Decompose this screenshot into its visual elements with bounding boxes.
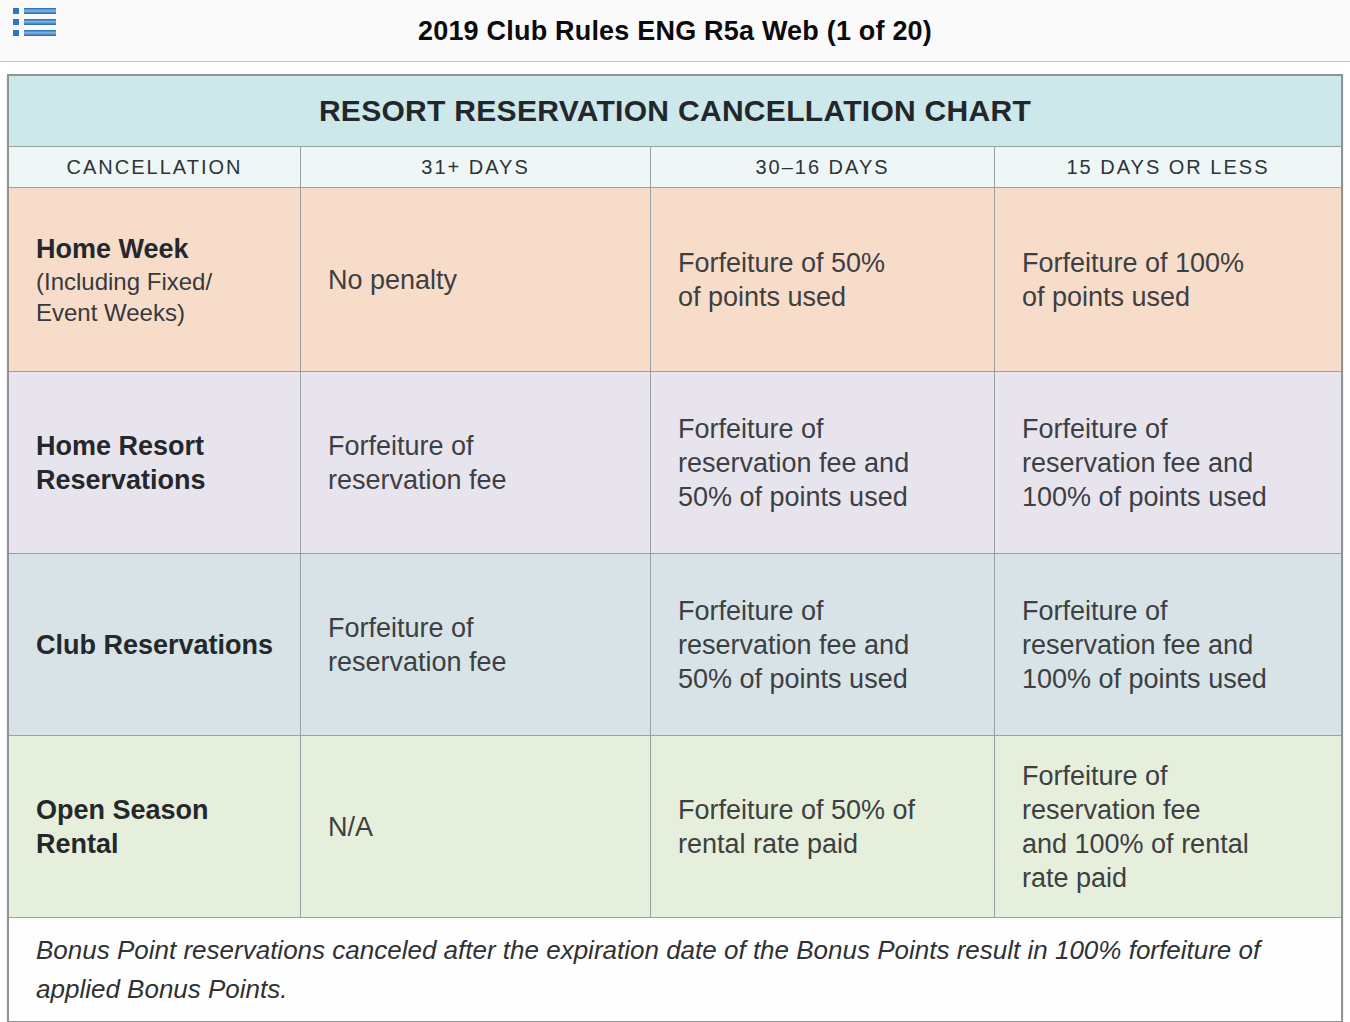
table-cell: N/A — [301, 736, 651, 917]
table-cell: Forfeiture of reservation fee and 50% of… — [651, 372, 995, 553]
table-cell: Forfeiture of 100% of points used — [995, 188, 1341, 371]
table-cell: Forfeiture of 50% of rental rate paid — [651, 736, 995, 917]
top-navigation-bar: 2019 Club Rules ENG R5a Web (1 of 20) — [0, 0, 1350, 62]
row-label: Club Reservations — [36, 628, 276, 662]
row-header-cell: Open Season Rental — [9, 736, 301, 917]
table-cell: Forfeiture of reservation fee — [301, 372, 651, 553]
row-header-cell: Club Reservations — [9, 554, 301, 735]
row-label: Home Resort Reservations — [36, 429, 276, 497]
table-row-home-week: Home Week (Including Fixed/ Event Weeks)… — [9, 187, 1341, 371]
table-row-club-reservations: Club Reservations Forfeiture of reservat… — [9, 553, 1341, 735]
row-label: Open Season Rental — [36, 793, 276, 861]
table-cell: Forfeiture of reservation fee and 50% of… — [651, 554, 995, 735]
cancellation-chart-table: RESORT RESERVATION CANCELLATION CHART CA… — [7, 74, 1343, 1022]
document-title: 2019 Club Rules ENG R5a Web (1 of 20) — [0, 0, 1350, 62]
row-label: Home Week — [36, 232, 276, 266]
row-header-cell: Home Resort Reservations — [9, 372, 301, 553]
table-row-home-resort: Home Resort Reservations Forfeiture of r… — [9, 371, 1341, 553]
row-header-cell: Home Week (Including Fixed/ Event Weeks) — [9, 188, 301, 371]
table-cell: Forfeiture of reservation fee and 100% o… — [995, 554, 1341, 735]
column-header-31-days: 31+ DAYS — [301, 147, 651, 187]
row-sublabel: (Including Fixed/ Event Weeks) — [36, 266, 276, 328]
table-cell: Forfeiture of reservation fee — [301, 554, 651, 735]
table-header-row: CANCELLATION 31+ DAYS 30–16 DAYS 15 DAYS… — [9, 146, 1341, 187]
table-cell: Forfeiture of reservation fee and 100% o… — [995, 372, 1341, 553]
table-title: RESORT RESERVATION CANCELLATION CHART — [9, 76, 1341, 146]
table-cell: Forfeiture of reservation fee and 100% o… — [995, 736, 1341, 917]
table-cell: Forfeiture of 50% of points used — [651, 188, 995, 371]
table-cell: No penalty — [301, 188, 651, 371]
table-row-open-season: Open Season Rental N/A Forfeiture of 50%… — [9, 735, 1341, 917]
column-header-cancellation: CANCELLATION — [9, 147, 301, 187]
bonus-points-footnote: Bonus Point reservations canceled after … — [9, 917, 1341, 1021]
column-header-15-days: 15 DAYS OR LESS — [995, 147, 1341, 187]
column-header-30-16-days: 30–16 DAYS — [651, 147, 995, 187]
